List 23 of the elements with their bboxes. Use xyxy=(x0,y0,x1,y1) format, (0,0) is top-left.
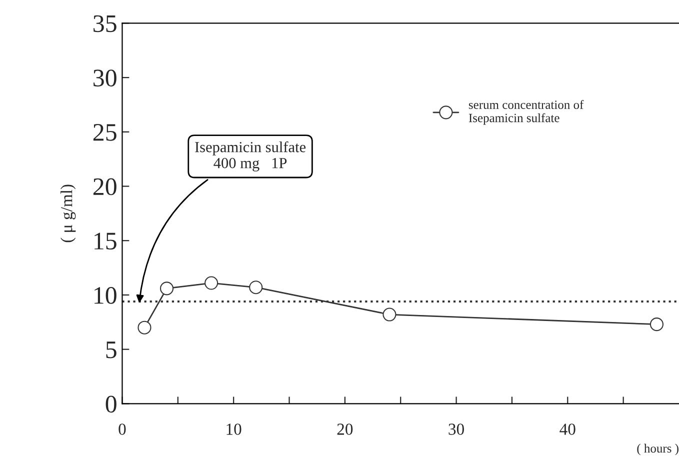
y-tick-label: 20 xyxy=(93,178,116,196)
point xyxy=(249,280,263,294)
point xyxy=(204,276,218,290)
x-tick-label: 10 xyxy=(226,424,242,435)
x-tick-label: 30 xyxy=(448,424,464,435)
x-axis-title: ( hours ) xyxy=(637,444,678,456)
y-tick-label: 0 xyxy=(106,396,116,413)
y-tick-label: 15 xyxy=(94,232,116,250)
x-tick-label: 20 xyxy=(337,424,353,435)
point xyxy=(382,308,396,322)
x-tick-label: 40 xyxy=(560,424,576,435)
point xyxy=(160,282,174,296)
x-tick-label: 0 xyxy=(118,424,126,435)
y-tick-label: 35 xyxy=(94,15,116,32)
legend-label: serum concentration of Isepamicin sulfate xyxy=(468,100,584,125)
point xyxy=(650,318,664,332)
y-tick-label: 5 xyxy=(106,342,116,358)
y-axis-title: ( μ g/ml) xyxy=(60,184,76,242)
y-tick-label: 10 xyxy=(94,287,116,304)
y-tick-label: 25 xyxy=(93,124,116,141)
y-tick-label: 30 xyxy=(94,70,116,86)
point xyxy=(138,320,152,334)
annotation: Isepamicin sulfate 400 mg 1P xyxy=(195,141,306,172)
